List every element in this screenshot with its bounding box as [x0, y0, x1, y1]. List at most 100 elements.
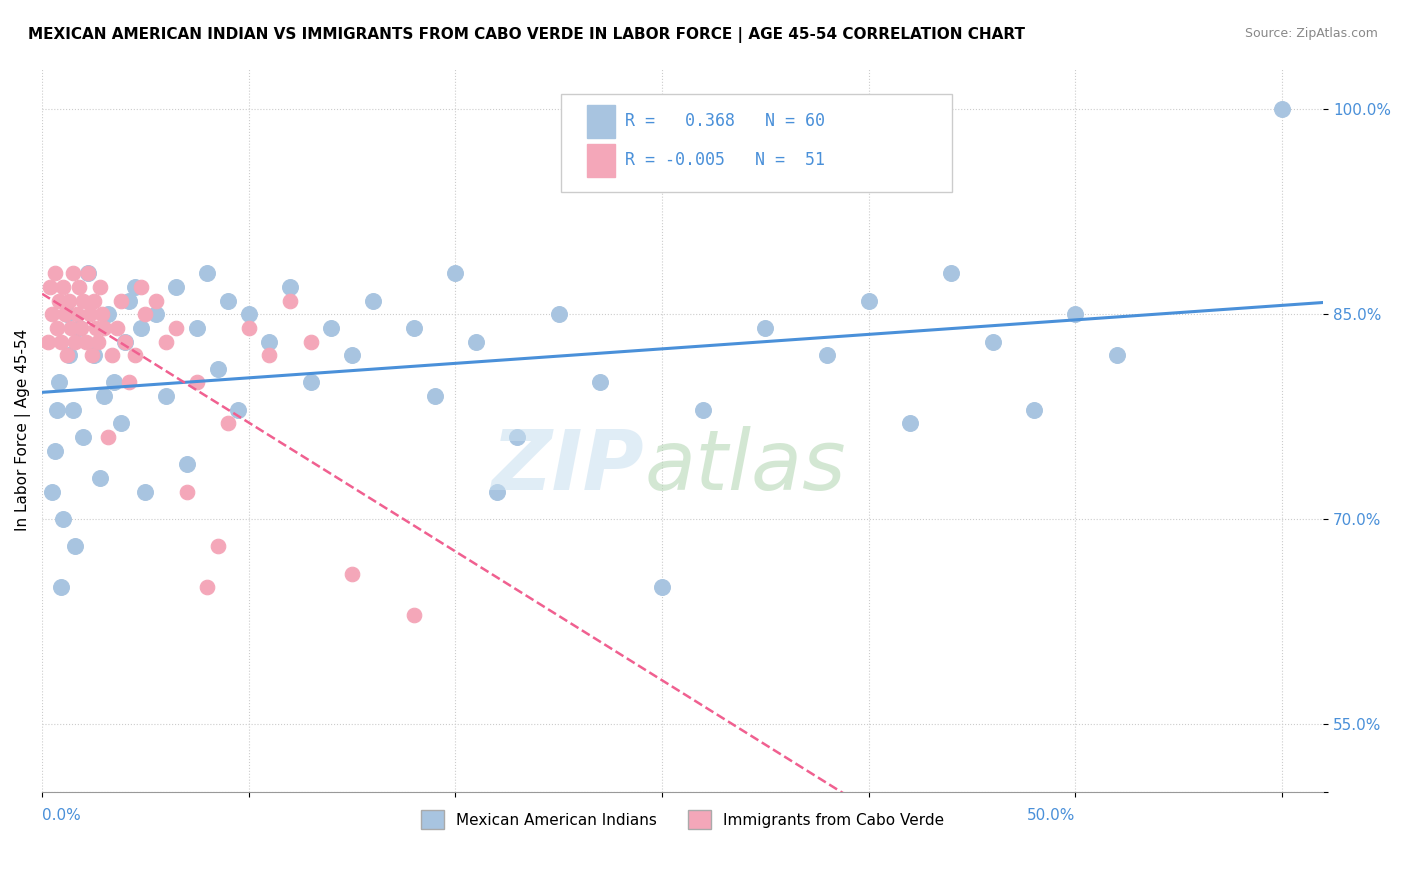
Point	[217, 417, 239, 431]
Point	[58, 293, 80, 308]
Point	[118, 376, 141, 390]
Point	[110, 417, 132, 431]
Point	[238, 321, 260, 335]
Point	[165, 321, 187, 335]
Point	[217, 293, 239, 308]
Point	[60, 321, 83, 335]
Point	[52, 280, 75, 294]
Point	[124, 348, 146, 362]
Point	[238, 307, 260, 321]
Text: R =   0.368   N = 60: R = 0.368 N = 60	[626, 112, 825, 130]
Point	[67, 321, 90, 335]
Point	[589, 376, 612, 390]
Legend: Mexican American Indians, Immigrants from Cabo Verde: Mexican American Indians, Immigrants fro…	[415, 804, 950, 835]
Point	[49, 580, 72, 594]
Point	[858, 293, 880, 308]
Point	[114, 334, 136, 349]
Point	[1064, 307, 1087, 321]
Point	[62, 266, 84, 280]
Point	[340, 566, 363, 581]
Point	[89, 280, 111, 294]
Point	[444, 266, 467, 280]
Point	[129, 321, 152, 335]
Point	[49, 334, 72, 349]
Text: atlas: atlas	[644, 425, 846, 507]
Point	[83, 293, 105, 308]
Point	[52, 512, 75, 526]
Point	[423, 389, 446, 403]
Point	[91, 307, 114, 321]
Point	[72, 430, 94, 444]
Point	[176, 458, 198, 472]
Point	[361, 293, 384, 308]
Point	[56, 307, 79, 321]
Bar	[586, 145, 614, 177]
Point	[402, 607, 425, 622]
Point	[176, 484, 198, 499]
Point	[124, 280, 146, 294]
Point	[79, 307, 101, 321]
Point	[48, 376, 70, 390]
Point	[299, 376, 322, 390]
Point	[186, 321, 208, 335]
Point	[197, 580, 219, 594]
Point	[114, 334, 136, 349]
Point	[941, 266, 963, 280]
Point	[63, 334, 86, 349]
Point	[45, 321, 67, 335]
Text: ZIP: ZIP	[492, 425, 644, 507]
FancyBboxPatch shape	[561, 94, 952, 192]
Point	[63, 539, 86, 553]
Point	[110, 293, 132, 308]
Point	[97, 430, 120, 444]
Point	[692, 402, 714, 417]
Point	[76, 266, 98, 280]
Point	[48, 293, 70, 308]
Text: Source: ZipAtlas.com: Source: ZipAtlas.com	[1244, 27, 1378, 40]
Point	[44, 266, 66, 280]
Point	[67, 280, 90, 294]
Point	[39, 280, 62, 294]
Point	[70, 321, 93, 335]
Point	[155, 389, 177, 403]
Point	[66, 307, 89, 321]
Text: 0.0%: 0.0%	[42, 808, 82, 823]
Point	[41, 307, 63, 321]
Point	[93, 321, 115, 335]
Point	[80, 348, 103, 362]
Point	[1022, 402, 1045, 417]
Point	[89, 471, 111, 485]
Point	[76, 266, 98, 280]
Point	[45, 402, 67, 417]
Point	[62, 402, 84, 417]
Point	[485, 484, 508, 499]
Y-axis label: In Labor Force | Age 45-54: In Labor Force | Age 45-54	[15, 329, 31, 532]
Point	[87, 334, 110, 349]
Text: MEXICAN AMERICAN INDIAN VS IMMIGRANTS FROM CABO VERDE IN LABOR FORCE | AGE 45-54: MEXICAN AMERICAN INDIAN VS IMMIGRANTS FR…	[28, 27, 1025, 43]
Point	[134, 307, 156, 321]
Point	[815, 348, 838, 362]
Point	[321, 321, 343, 335]
Point	[299, 334, 322, 349]
Point	[145, 293, 167, 308]
Point	[1271, 103, 1294, 117]
Point	[207, 539, 229, 553]
Point	[41, 484, 63, 499]
Point	[898, 417, 921, 431]
Point	[37, 334, 59, 349]
Point	[186, 376, 208, 390]
Point	[465, 334, 488, 349]
Point	[44, 443, 66, 458]
Point	[754, 321, 776, 335]
Point	[259, 348, 281, 362]
Point	[165, 280, 187, 294]
Text: R = -0.005   N =  51: R = -0.005 N = 51	[626, 152, 825, 169]
Point	[402, 321, 425, 335]
Point	[1105, 348, 1128, 362]
Point	[97, 307, 120, 321]
Point	[72, 293, 94, 308]
Point	[58, 348, 80, 362]
Text: 50.0%: 50.0%	[1026, 808, 1076, 823]
Point	[118, 293, 141, 308]
Point	[340, 348, 363, 362]
